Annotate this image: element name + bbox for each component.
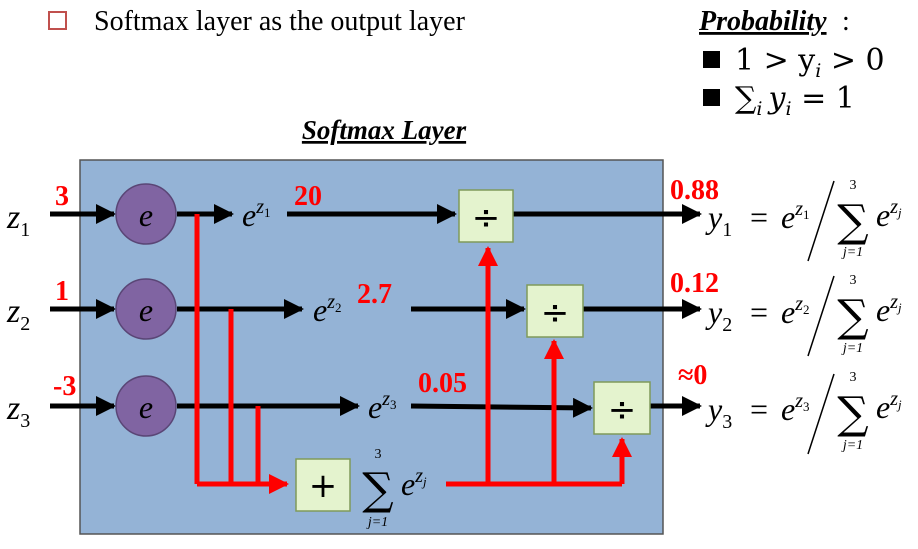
- svg-text:ez2: ez2: [781, 293, 810, 330]
- svg-text:+: +: [309, 466, 338, 506]
- output-value: 0.12: [670, 268, 719, 299]
- svg-text:ezj: ezj: [401, 465, 427, 502]
- svg-text:∑: ∑: [837, 388, 868, 439]
- exp-node: e: [115, 375, 177, 437]
- svg-text:3: 3: [850, 370, 857, 385]
- svg-text:∑: ∑: [837, 291, 868, 342]
- black-connections: [50, 204, 702, 418]
- input-z3: z3: [6, 390, 30, 432]
- svg-text:÷: ÷: [541, 293, 570, 333]
- svg-text:=: =: [750, 199, 768, 235]
- square-bullet-icon: [703, 89, 720, 106]
- exp-node: e: [115, 278, 177, 340]
- layer-title: Softmax Layer: [302, 115, 467, 145]
- output-value: 0.88: [670, 175, 719, 206]
- condition-sum: ∑i yi = 1: [735, 81, 855, 120]
- svg-text:3: 3: [850, 273, 857, 288]
- input-value: 1: [55, 276, 69, 307]
- svg-text:z1: z1: [6, 199, 30, 241]
- condition-range: 1 > yi > 0: [735, 43, 885, 82]
- svg-text:j=1: j=1: [366, 515, 388, 530]
- svg-text:j=1: j=1: [841, 341, 863, 356]
- svg-text:e: e: [139, 292, 153, 328]
- softmax-layer-panel: [79, 159, 664, 535]
- sum-node: +: [295, 458, 351, 512]
- square-bullet-icon: [703, 51, 720, 68]
- exp-value: 0.05: [418, 368, 467, 399]
- svg-text:ezj: ezj: [876, 388, 902, 425]
- svg-text:∑: ∑: [837, 196, 868, 247]
- svg-text:y3: y3: [705, 391, 732, 433]
- svg-text:e: e: [139, 197, 153, 233]
- input-value: -3: [53, 371, 76, 402]
- probability-colon: :: [842, 6, 850, 37]
- svg-text:3: 3: [850, 178, 857, 193]
- svg-text:=: =: [750, 294, 768, 330]
- exp-node: e: [115, 183, 177, 245]
- input-value: 3: [55, 181, 69, 212]
- output-value: ≈0: [678, 360, 707, 391]
- input-z2: z2: [6, 293, 30, 335]
- input-z1: z1: [6, 199, 30, 241]
- output-formula-y3: y3 = ez3 3 ∑ j=1 ezj: [705, 370, 902, 455]
- svg-text:j=1: j=1: [841, 245, 863, 260]
- svg-text:z3: z3: [6, 390, 30, 432]
- output-formula-y1: y1 = ez1 3 ∑ j=1 ezj: [705, 178, 902, 262]
- svg-text:e: e: [139, 389, 153, 425]
- svg-text:z2: z2: [6, 293, 30, 335]
- bullet-checkbox-icon: [48, 11, 67, 30]
- svg-text:∑: ∑: [362, 464, 393, 515]
- probability-heading: Probability :: [698, 6, 850, 37]
- svg-text:y1: y1: [705, 199, 732, 241]
- exp-value: 2.7: [357, 279, 392, 310]
- divide-node: ÷: [526, 284, 584, 338]
- divide-node: ÷: [458, 189, 514, 243]
- svg-text:÷: ÷: [472, 198, 501, 238]
- sum-expression: 3 ∑ j=1 ezj: [362, 447, 427, 530]
- svg-text:=: =: [750, 391, 768, 427]
- svg-text:ezj: ezj: [876, 291, 902, 328]
- exp-value: 20: [294, 181, 322, 212]
- divide-node: ÷: [593, 381, 651, 435]
- svg-text:j=1: j=1: [841, 438, 863, 453]
- svg-text:ezj: ezj: [876, 196, 902, 233]
- svg-text:3: 3: [375, 447, 382, 462]
- svg-text:y2: y2: [705, 294, 732, 336]
- exp-output: ez3: [368, 388, 397, 425]
- bullet-text: Softmax layer as the output layer: [94, 6, 466, 37]
- svg-text:ez1: ez1: [781, 198, 810, 235]
- svg-text:ez3: ez3: [781, 390, 810, 427]
- red-sum-connections: [194, 214, 632, 494]
- probability-title: Probability: [698, 6, 827, 37]
- svg-text:÷: ÷: [608, 390, 637, 430]
- exp-output: ez1: [242, 196, 271, 233]
- output-formula-y2: y2 = ez2 3 ∑ j=1 ezj: [705, 273, 902, 357]
- exp-output: ez2: [313, 291, 342, 328]
